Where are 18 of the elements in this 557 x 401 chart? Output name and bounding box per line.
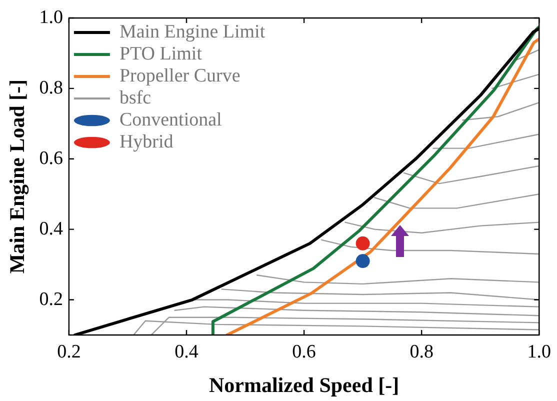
legend-label: Propeller Curve (119, 65, 240, 86)
x-tick-label: 0.6 (292, 341, 316, 362)
x-axis-title: Normalized Speed [-] (208, 372, 400, 397)
legend-label: Conventional (119, 109, 222, 130)
y-axis-title: Main Engine Load [-] (5, 79, 30, 274)
x-tick-label: 1.0 (527, 341, 551, 362)
legend-label: bsfc (119, 87, 152, 108)
y-tick-label: 1.0 (39, 6, 63, 28)
y-tick-label: 0.2 (39, 288, 63, 310)
y-tick-label: 0.4 (39, 218, 64, 240)
legend-label: Main Engine Limit (119, 21, 266, 42)
x-tick-label: 0.8 (410, 341, 434, 362)
legend-label: Hybrid (119, 131, 174, 152)
x-tick-label: 0.2 (57, 341, 81, 362)
y-tick-label: 0.6 (39, 148, 63, 169)
y-tick-label: 0.8 (39, 77, 63, 98)
legend-label: PTO Limit (119, 43, 203, 64)
x-tick-label: 0.4 (174, 341, 199, 362)
